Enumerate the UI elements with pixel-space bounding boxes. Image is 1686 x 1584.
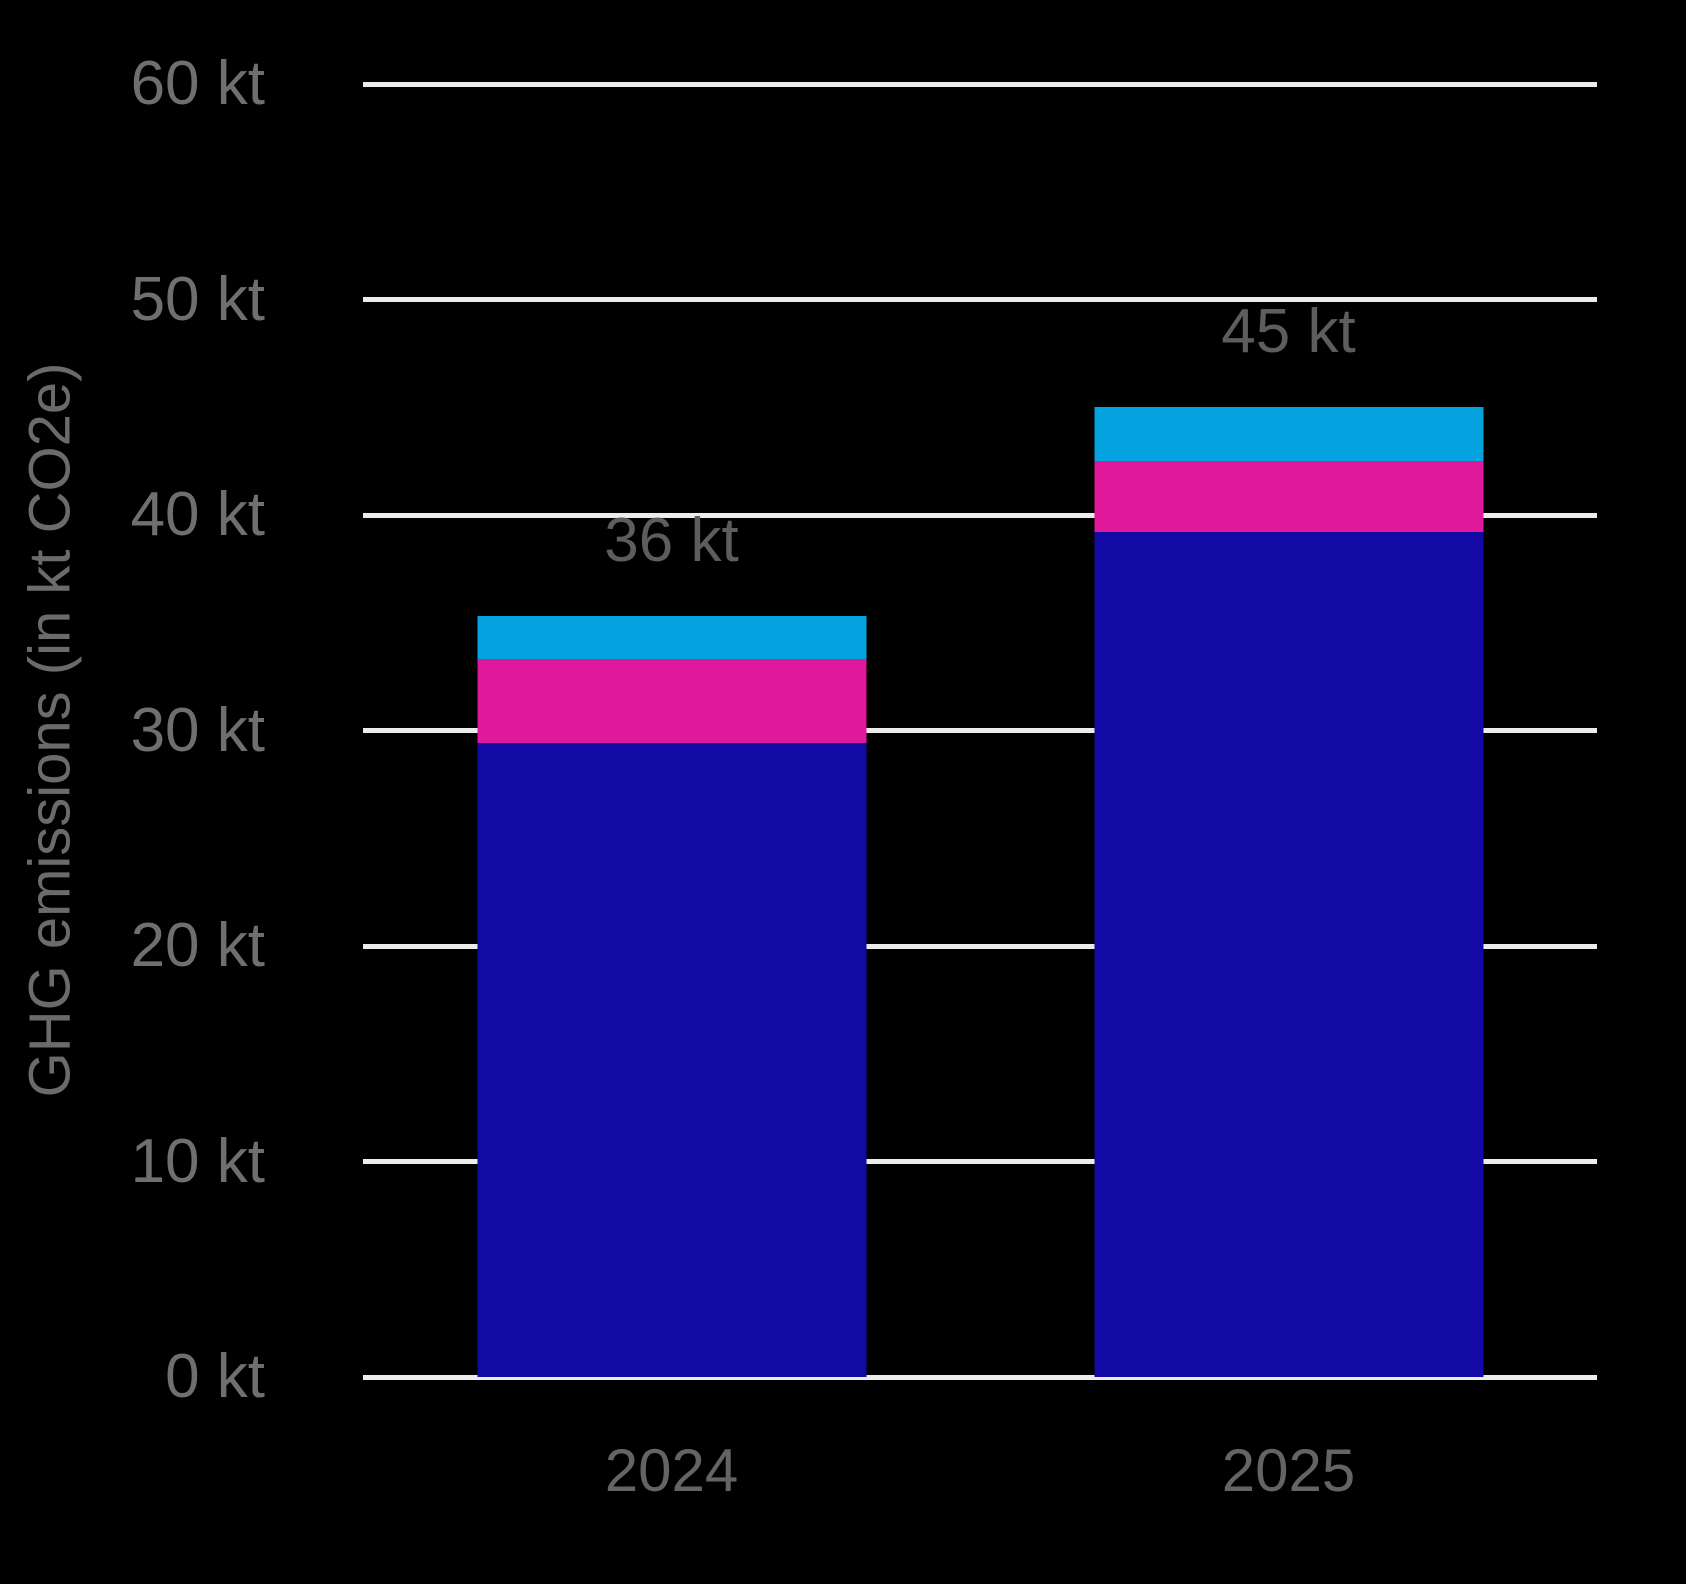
y-tick-label-0kt: 0 kt (165, 1342, 265, 1411)
gridline-10kt (363, 1159, 1597, 1165)
y-tick-label-50kt: 50 kt (130, 264, 265, 334)
gridline-40kt (363, 512, 1597, 518)
bar-2025-dark-blue-segment (1094, 532, 1483, 1377)
bar-2024-dark-blue-segment (477, 743, 866, 1377)
bar-2025-cyan-segment (1094, 407, 1483, 462)
bar-2024-cyan-segment (477, 616, 866, 660)
bar-2024 (477, 84, 866, 1377)
bar-2025-magenta-segment (1094, 461, 1483, 533)
gridline-30kt (363, 728, 1597, 733)
gridline-0kt (363, 1374, 1597, 1380)
gridline-50kt (363, 297, 1597, 302)
y-tick-label-10kt: 10 kt (130, 1126, 265, 1196)
gridline-20kt (363, 943, 1597, 949)
bar-2024-magenta-segment (477, 659, 866, 744)
y-tick-label-40kt: 40 kt (130, 480, 265, 550)
y-axis-tick-labels: 0 kt 10 kt 20 kt 30 kt 40 kt 50 kt 60 kt (0, 53, 265, 1408)
y-tick-label-20kt: 20 kt (130, 911, 265, 981)
x-tick-label-2025: 2025 (1221, 1437, 1356, 1504)
plot-area: 36 kt 2024 45 kt 2025 (363, 81, 1597, 1501)
bar-2025 (1094, 84, 1483, 1377)
gridline-60kt (363, 81, 1597, 87)
y-tick-label-30kt: 30 kt (130, 695, 265, 765)
x-tick-label-2024: 2024 (604, 1437, 739, 1504)
total-label-2024: 36 kt (604, 506, 739, 576)
total-label-2025: 45 kt (1221, 297, 1356, 367)
y-tick-label-60kt: 60 kt (130, 49, 265, 118)
